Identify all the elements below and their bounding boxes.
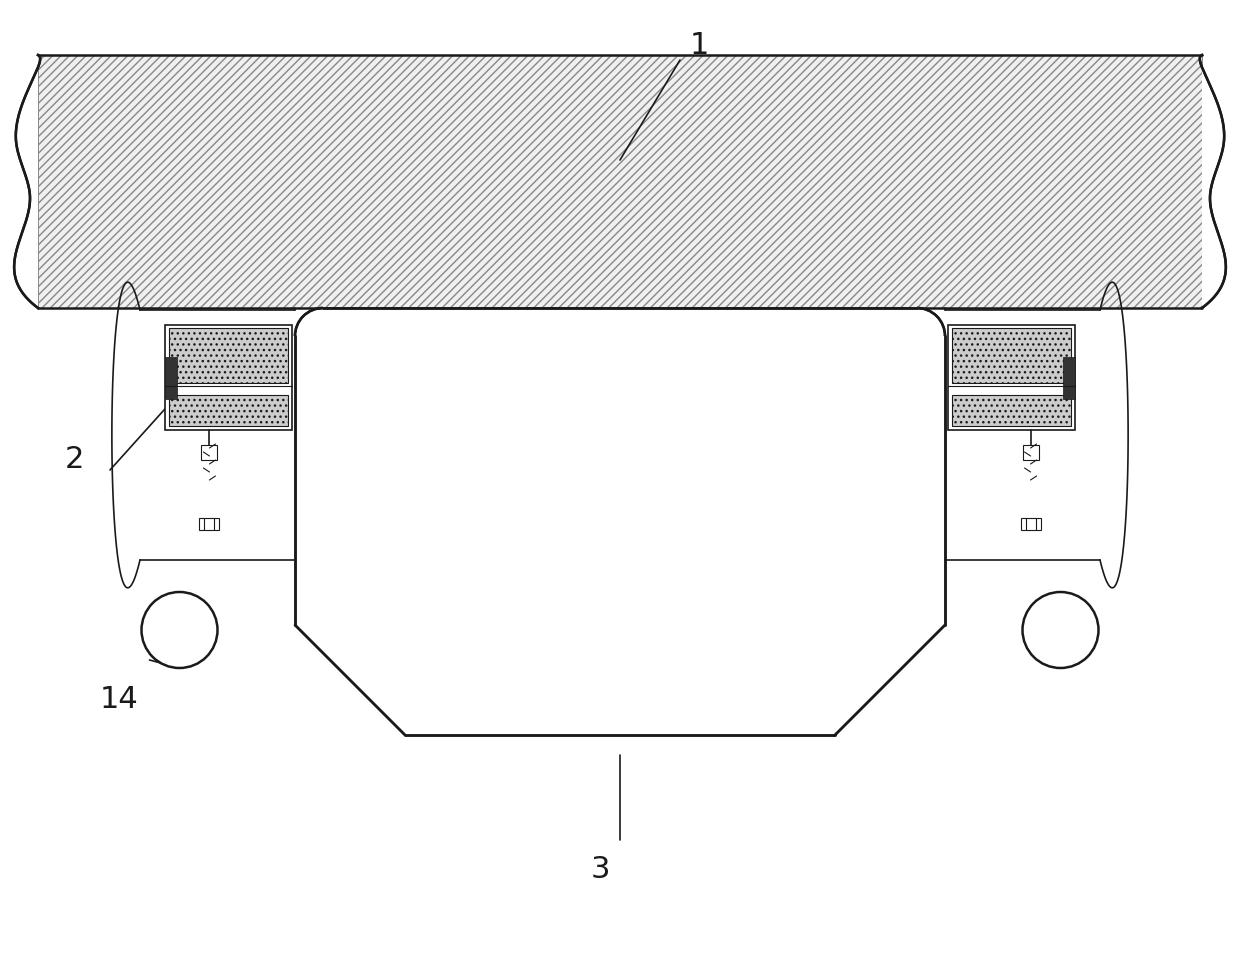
Bar — [952, 328, 1071, 382]
Bar — [201, 445, 217, 460]
Bar — [1023, 445, 1039, 460]
Text: 14: 14 — [99, 685, 138, 714]
Bar — [169, 328, 288, 382]
Bar — [200, 518, 219, 530]
Text: 1: 1 — [689, 31, 709, 60]
Bar — [1063, 357, 1075, 399]
Bar — [165, 357, 177, 399]
Circle shape — [1023, 592, 1099, 668]
Polygon shape — [14, 55, 40, 308]
Polygon shape — [295, 308, 945, 735]
Bar — [169, 395, 288, 426]
Text: 3: 3 — [590, 855, 610, 884]
Bar — [952, 395, 1071, 426]
Text: 2: 2 — [64, 446, 84, 475]
Bar — [949, 325, 1075, 430]
Bar — [165, 325, 291, 430]
Bar — [1021, 518, 1040, 530]
Bar — [38, 55, 1202, 308]
Circle shape — [141, 592, 217, 668]
Bar — [38, 55, 1202, 308]
Polygon shape — [1200, 55, 1226, 308]
